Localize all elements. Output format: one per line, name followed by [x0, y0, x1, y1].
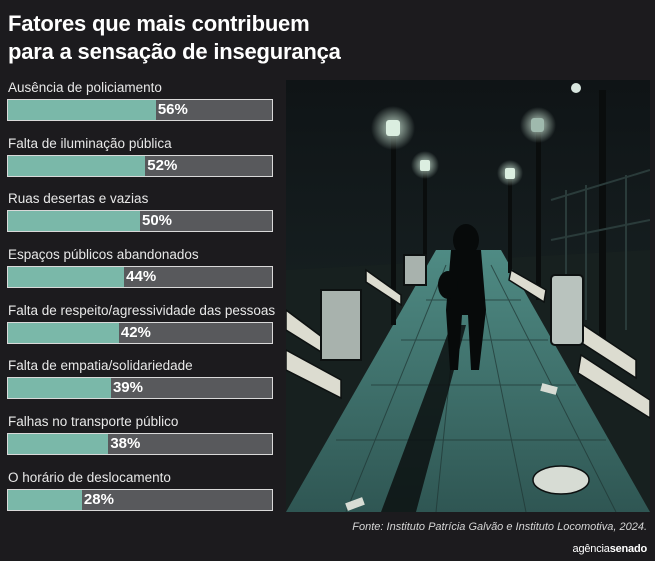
bar-value-label: 50%: [142, 212, 173, 230]
bar-track: 52%: [7, 154, 273, 177]
bar-value-label: 28%: [83, 490, 114, 508]
bar-track: 42%: [7, 321, 273, 344]
bar-category-label: Falta de empatia/solidariedade: [8, 358, 193, 374]
bar-fill: [8, 489, 82, 510]
source-note: Fonte: Instituto Patrícia Galvão e Insti…: [352, 521, 647, 533]
bar-category-label: O horário de deslocamento: [8, 469, 171, 485]
bar-track: 38%: [7, 433, 273, 456]
bar-category-label: Ruas desertas e vazias: [8, 191, 149, 207]
bar-row: O horário de deslocamento 28%: [7, 467, 275, 523]
bar-row: Espaços públicos abandonados 44%: [7, 244, 275, 300]
bar-row: Ausência de policiamento 56%: [7, 77, 275, 133]
bar-value-label: 39%: [112, 379, 143, 397]
bar-fill: [8, 267, 125, 288]
bar-fill: [8, 378, 111, 399]
bar-category-label: Ausência de policiamento: [8, 80, 162, 95]
night-street-illustration: [286, 80, 650, 512]
bar-row: Ruas desertas e vazias 50%: [7, 188, 275, 244]
bar-row: Falhas no transporte público 38%: [7, 411, 275, 467]
bar-chart: Ausência de policiamento 56% Falta de ilum…: [7, 77, 275, 523]
title-line-2: para a sensação de insegurança: [8, 39, 341, 64]
bar-category-label: Falta de iluminação pública: [8, 135, 172, 151]
bar-category-label: Falhas no transporte público: [8, 414, 179, 430]
bar-category-label: Falta de respeito/agressividade das pess…: [8, 302, 276, 318]
bar-value-label: 42%: [120, 323, 151, 341]
logo-part-2: senado: [609, 543, 648, 555]
bar-category-label: Espaços públicos abandonados: [8, 247, 199, 263]
bar-row: Falta de iluminação pública 52%: [7, 133, 275, 189]
chart-title: Fatores que mais contribuem para a sensa…: [8, 10, 468, 66]
bar-fill: [8, 211, 140, 232]
agencia-senado-logo: agênciasenado: [572, 543, 648, 555]
bar-value-label: 56%: [157, 101, 188, 118]
bar-value-label: 44%: [126, 268, 157, 286]
title-line-1: Fatores que mais contribuem: [8, 11, 310, 36]
bar-fill: [8, 434, 109, 455]
bar-track: 44%: [7, 266, 273, 289]
bar-fill: [8, 100, 156, 120]
bar-fill: [8, 322, 119, 343]
bar-row: Falta de respeito/agressividade das pess…: [7, 300, 275, 356]
bar-track: 56%: [7, 99, 273, 121]
bar-track: 39%: [7, 377, 273, 400]
logo-part-1: agência: [572, 543, 610, 555]
bar-track: 50%: [7, 210, 273, 233]
bar-row: Falta de empatia/solidariedade 39%: [7, 355, 275, 411]
bar-track: 28%: [7, 488, 273, 511]
bar-value-label: 38%: [110, 435, 141, 453]
bar-value-label: 52%: [147, 156, 178, 174]
bar-fill: [8, 155, 146, 176]
